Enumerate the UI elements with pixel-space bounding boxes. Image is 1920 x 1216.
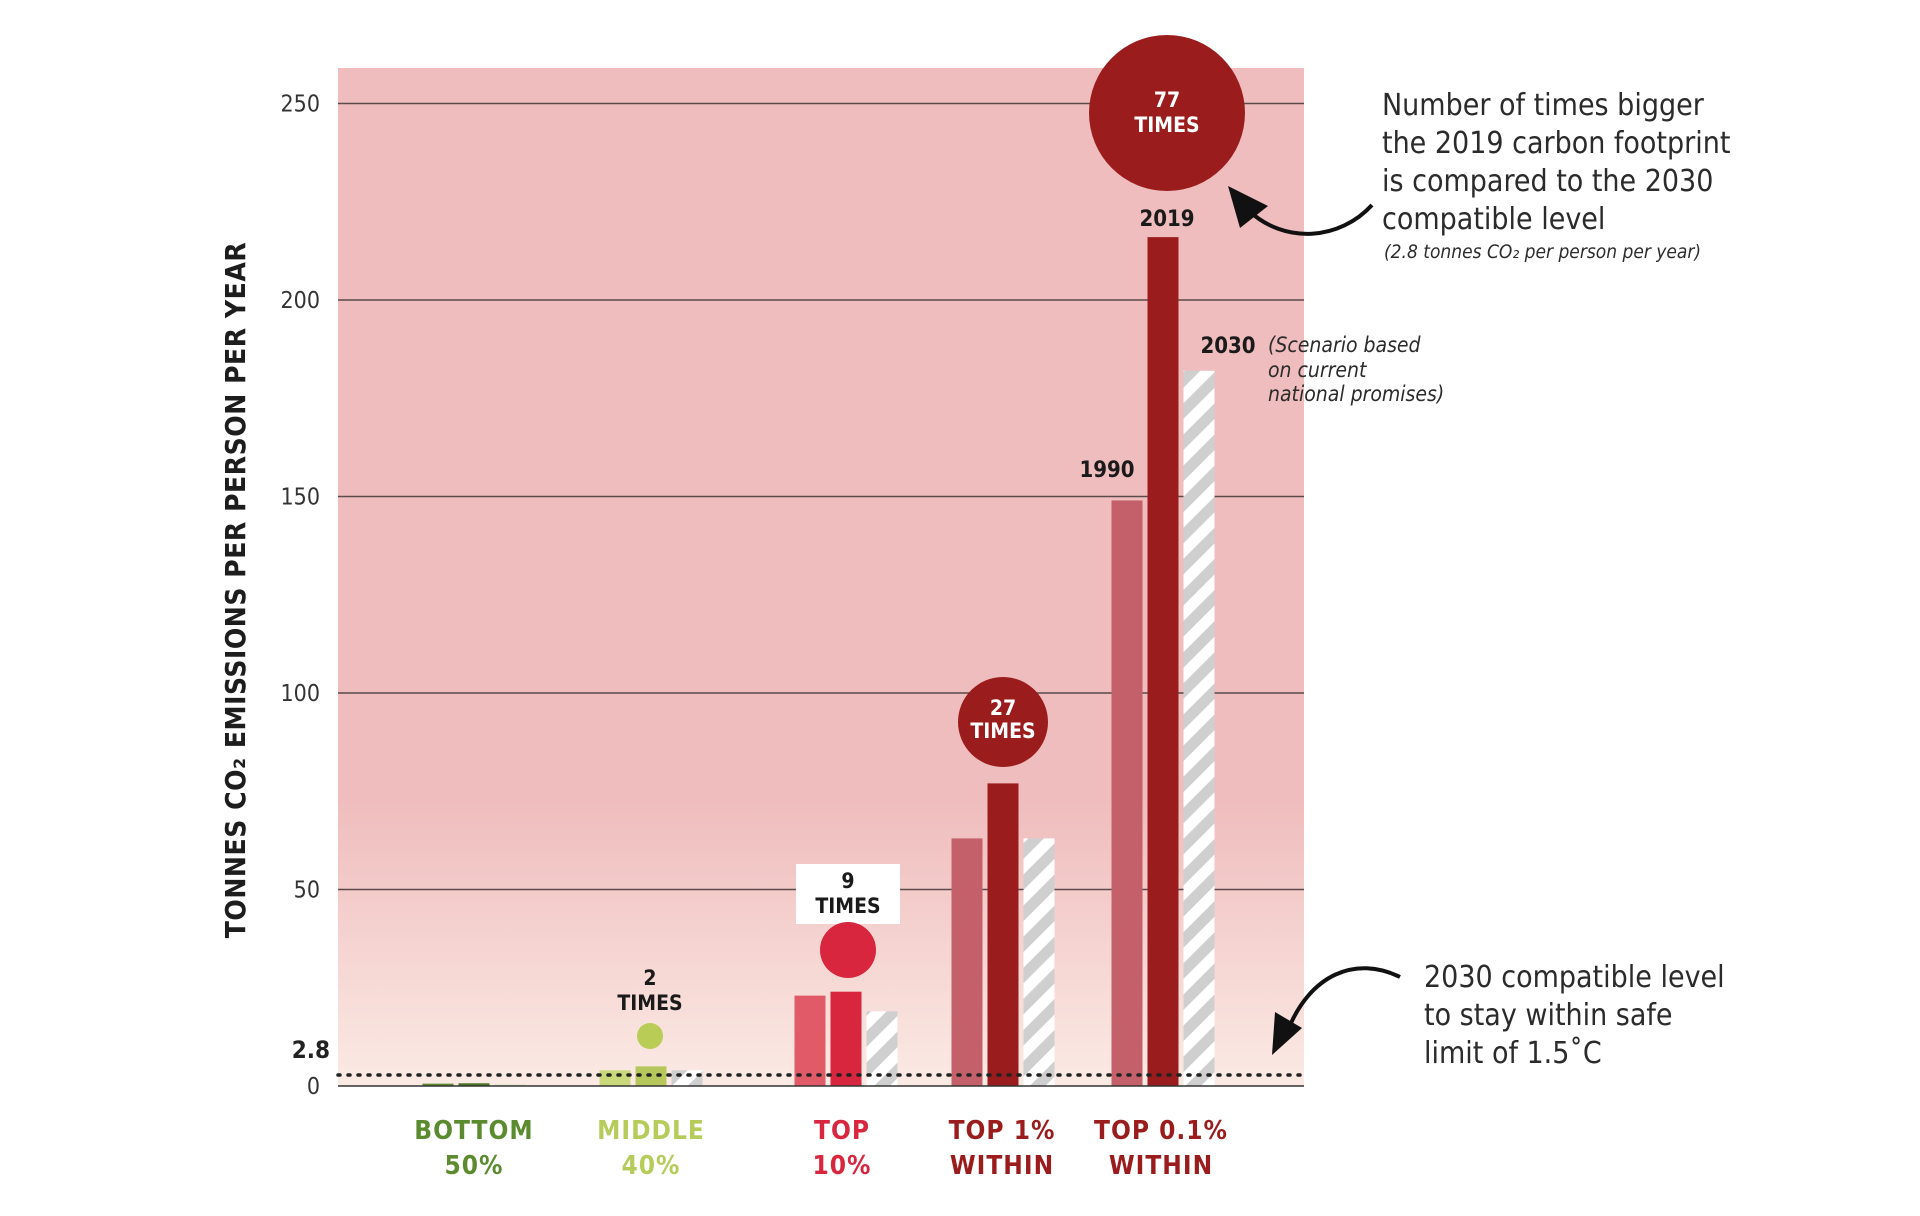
y-axis-label: TONNES CO₂ EMISSIONS PER PERSON PER YEAR xyxy=(219,242,252,939)
bar-2030 xyxy=(866,1011,898,1086)
y-tick-label: 50 xyxy=(294,878,320,904)
bar-2019 xyxy=(1147,237,1179,1086)
multiple-circle xyxy=(1089,35,1245,191)
year-label-2019: 2019 xyxy=(1139,207,1194,232)
level-note-arrow xyxy=(1286,966,1401,1031)
level-note-arrowhead xyxy=(1272,1012,1302,1055)
category-label-line1: MIDDLE xyxy=(597,1116,705,1146)
scenario-note-line: national promises) xyxy=(1268,382,1444,406)
bar-1990 xyxy=(951,838,983,1086)
times-note-arrowhead xyxy=(1228,186,1268,228)
year-label-2030: 2030 xyxy=(1200,334,1255,359)
y-tick-label: 250 xyxy=(281,92,321,118)
times-note-line: Number of times bigger xyxy=(1382,88,1705,123)
category-label-line1: TOP 1% xyxy=(949,1116,1056,1146)
bar-1990 xyxy=(599,1070,631,1086)
category-label-line2: 40% xyxy=(622,1151,681,1181)
multiple-value: 77 xyxy=(1154,88,1180,112)
multiple-circle xyxy=(958,677,1048,767)
bar-2019 xyxy=(458,1083,490,1086)
bar-1990 xyxy=(794,995,826,1086)
category-label-line2: WITHIN xyxy=(950,1151,1054,1181)
category-labels: BOTTOM 50% MIDDLE 40% TOP 10% TOP 1% WITHIN TOP … xyxy=(414,1116,1228,1181)
category-label-line2: 50% xyxy=(445,1151,504,1181)
multiple-label-bg xyxy=(796,864,900,924)
gridlines xyxy=(338,102,1304,891)
times-note-line: compatible level xyxy=(1382,202,1605,237)
year-label-1990: 1990 xyxy=(1079,458,1134,483)
category-label-line1: TOP xyxy=(814,1116,870,1146)
level-note-line: to stay within safe xyxy=(1424,998,1673,1033)
multiple-label: TIMES xyxy=(970,719,1035,743)
threshold-tick-label: 2.8 xyxy=(292,1036,330,1064)
multiple-circle xyxy=(637,1023,663,1049)
times-note-arrow xyxy=(1246,203,1374,236)
multiple-value: 27 xyxy=(990,696,1016,720)
multiple-label: TIMES xyxy=(815,894,880,918)
bar-2019 xyxy=(830,991,862,1086)
bar-2019 xyxy=(987,783,1019,1086)
times-note: Number of times bigger the 2019 carbon f… xyxy=(1382,88,1730,263)
scenario-note-line: (Scenario based xyxy=(1268,333,1422,357)
y-tick-label: 100 xyxy=(281,681,321,707)
times-note-sub: (2.8 tonnes CO₂ per person per year) xyxy=(1384,241,1701,263)
category-label-line1: BOTTOM xyxy=(414,1116,533,1146)
scenario-note: (Scenario based on current national prom… xyxy=(1268,333,1444,406)
level-note-line: limit of 1.5˚C xyxy=(1424,1036,1602,1071)
level-note-line: 2030 compatible level xyxy=(1424,960,1725,995)
multiple-circle xyxy=(820,922,876,978)
y-tick-label: 0 xyxy=(307,1074,320,1100)
multiple-value: 2 xyxy=(643,966,656,990)
y-tick-label: 150 xyxy=(281,485,321,511)
scenario-note-line: on current xyxy=(1268,358,1367,382)
times-note-line: the 2019 carbon footprint xyxy=(1382,126,1730,161)
multiple-label: TIMES xyxy=(617,991,682,1015)
category-label-line2: 10% xyxy=(813,1151,872,1181)
y-axis-ticks: 0 50 100 150 200 250 xyxy=(281,92,321,1101)
category-label-line2: WITHIN xyxy=(1109,1151,1213,1181)
bar-2030 xyxy=(671,1070,703,1086)
multiple-label: TIMES xyxy=(1134,113,1199,137)
bar-1990 xyxy=(422,1083,454,1086)
multiple-value: 9 xyxy=(841,869,854,893)
bar-2030 xyxy=(494,1084,526,1086)
bar-2030 xyxy=(1183,370,1215,1086)
bar-2030 xyxy=(1023,838,1055,1086)
category-label-line1: TOP 0.1% xyxy=(1094,1116,1228,1146)
times-note-line: is compared to the 2030 xyxy=(1382,164,1713,199)
level-note: 2030 compatible level to stay within saf… xyxy=(1424,960,1725,1071)
bar-1990 xyxy=(1111,500,1143,1086)
y-tick-label: 200 xyxy=(281,288,321,314)
bars xyxy=(422,237,1215,1086)
